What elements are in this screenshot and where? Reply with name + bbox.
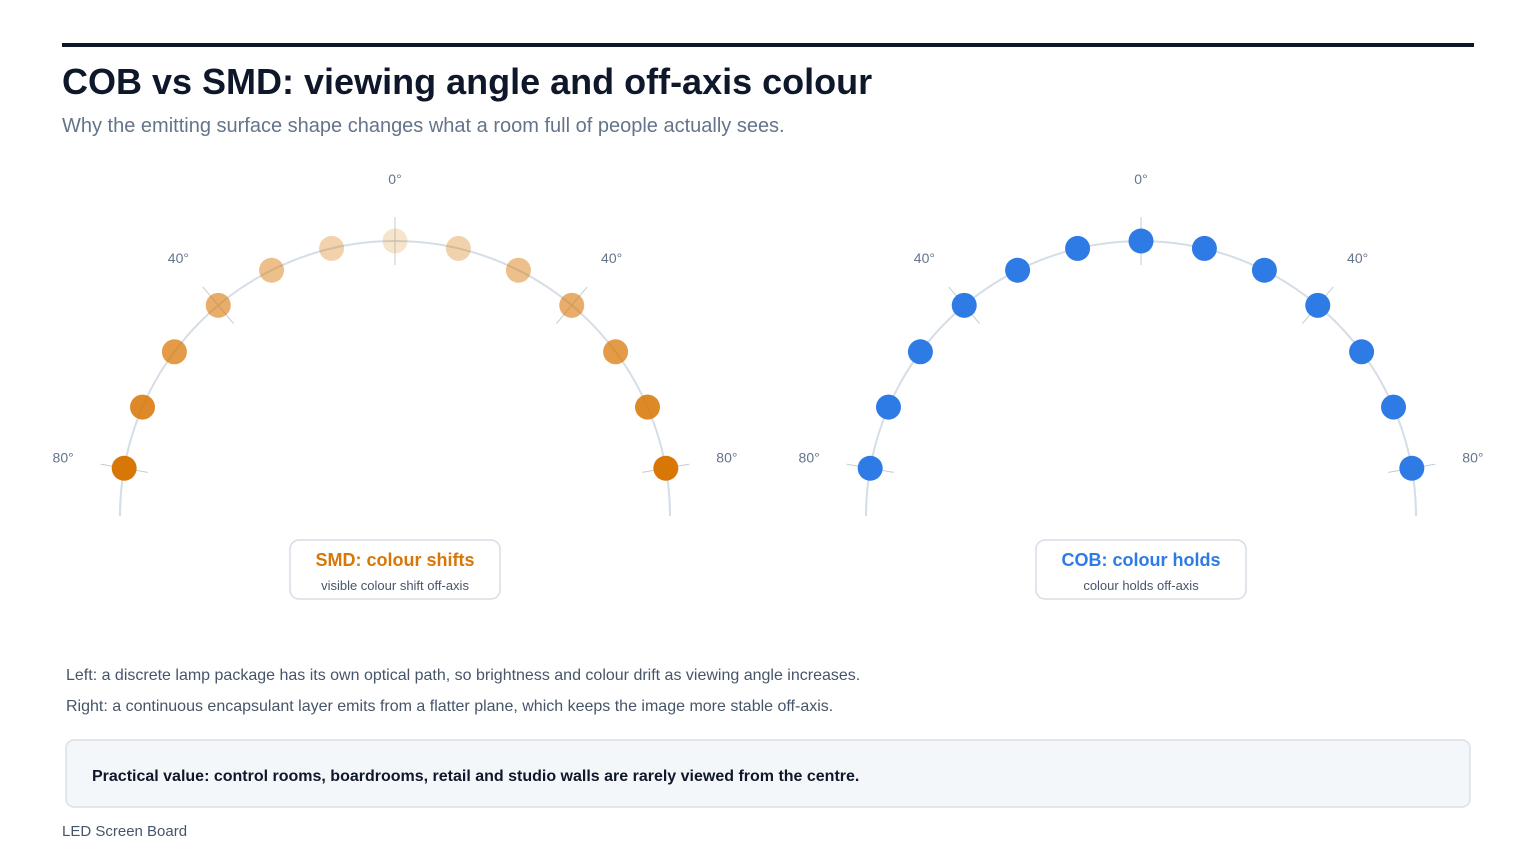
title: COB vs SMD: viewing angle and off-axis c… [62,61,872,102]
caption-title: SMD: colour shifts [315,550,474,570]
led-dot [653,455,679,481]
led-dot [505,257,531,283]
led-dot [205,292,231,318]
angle-label: 40° [914,250,935,266]
angle-label: 80° [716,449,737,465]
led-dot [1128,228,1154,254]
led-dot [1065,235,1091,261]
led-dot [635,394,661,420]
angle-label: 80° [53,449,74,465]
led-dot [382,228,408,254]
caption-title: COB: colour holds [1062,550,1221,570]
led-dot [559,292,585,318]
led-dot [603,339,629,365]
caption-box [289,539,501,600]
caption-text: colour holds off-axis [1083,578,1199,593]
panels: 0° 40° 40° 80° 80° SMD: colour shifts visible … [53,171,1483,600]
led-dot [875,394,901,420]
angle-label: 80° [799,449,820,465]
led-dot [445,235,471,261]
note: Left: a discrete lamp package has its ow… [66,667,860,684]
led-dot [161,339,187,365]
led-dot [907,339,933,365]
caption-text: visible colour shift off-axis [321,578,469,593]
led-dot [129,394,155,420]
top-rule [62,43,1474,47]
led-dot [1305,292,1331,318]
angle-label: 40° [601,250,622,266]
led-dot [1005,257,1031,283]
subtitle: Why the emitting surface shape changes w… [62,115,785,137]
angle-label: 0° [1134,171,1147,187]
led-dot [319,235,345,261]
angle-label: 40° [168,250,189,266]
led-dot [1349,339,1375,365]
led-dot [259,257,285,283]
angle-label: 80° [1462,449,1483,465]
led-dot [111,455,137,481]
note: Right: a continuous encapsulant layer em… [66,698,833,715]
angle-label: 0° [388,171,401,187]
caption-box [1035,539,1247,600]
arc [119,240,671,517]
angle-label: 40° [1347,250,1368,266]
led-dot [1381,394,1407,420]
led-dot [1399,455,1425,481]
footer: LED Screen Board [62,823,187,840]
led-dot [951,292,977,318]
led-dot [1191,235,1217,261]
callout: Practical value: control rooms, boardroo… [92,768,859,785]
led-dot [1251,257,1277,283]
led-dot [857,455,883,481]
callout-box [65,739,1471,808]
arc [865,240,1417,517]
